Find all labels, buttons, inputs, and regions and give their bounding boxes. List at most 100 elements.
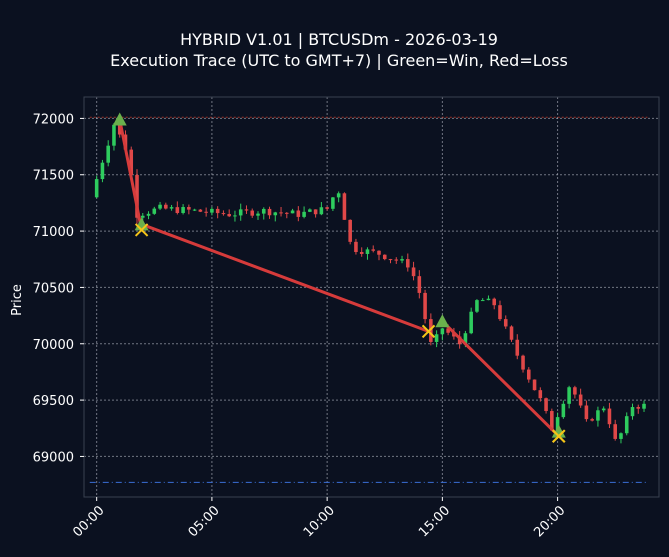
candle-body (181, 207, 185, 213)
y-tick-label: 70500 (33, 281, 74, 296)
y-tick-labels: 69000 69500 70000 70500 71000 71500 72000 (33, 112, 84, 465)
candle-body (601, 408, 606, 411)
candle-body (146, 213, 151, 216)
candle-body (371, 249, 376, 251)
candle-body (630, 407, 635, 417)
trade-entry-marker (435, 314, 450, 328)
candle-body (400, 259, 404, 261)
candle-body (359, 252, 364, 254)
candle-body (296, 210, 301, 217)
candle-body (584, 405, 589, 420)
candle-body (532, 379, 537, 391)
plot-area (84, 97, 659, 497)
trade-lines (118, 118, 561, 438)
candle-body (250, 210, 255, 216)
plot-frame (83, 96, 660, 498)
candle-body (573, 387, 577, 395)
candle-body (429, 319, 433, 342)
candle-body (377, 250, 381, 255)
candle-body (158, 204, 162, 209)
candle-body (331, 197, 335, 209)
candle-body (198, 209, 203, 212)
candle-body (112, 124, 116, 146)
reference-lines (89, 116, 648, 483)
y-axis-label: Price (10, 284, 25, 316)
candle-body (411, 267, 416, 277)
candle-body (140, 215, 145, 218)
candle-body (117, 124, 122, 135)
candle-body (434, 334, 439, 342)
trade-exit-marker (134, 223, 149, 237)
candle-body (550, 411, 554, 431)
candle-body (244, 209, 249, 211)
chart-title-line1: HYBRID V1.01 | BTCUSDm - 2026-03-19 (180, 30, 498, 49)
candle-body (302, 211, 306, 217)
candle-body (578, 394, 583, 406)
candle-body (106, 145, 110, 163)
candle-body (238, 209, 243, 216)
y-tick-label: 72000 (33, 112, 74, 127)
trade-line (140, 222, 431, 333)
trade-exit-marker (552, 429, 566, 443)
candle-body (475, 300, 479, 312)
candle-body (561, 403, 566, 418)
candle-body (152, 208, 157, 214)
candle-body (256, 213, 260, 216)
candlestick-series (94, 122, 646, 444)
candle-body (394, 259, 399, 261)
candle-body (417, 276, 422, 293)
candle-body (210, 208, 214, 213)
candle-body (187, 207, 191, 210)
trade-entry-marker (112, 112, 127, 126)
candle-body (129, 149, 134, 175)
candle-body (342, 193, 347, 220)
candle-body (267, 208, 272, 216)
candle-body (440, 328, 445, 335)
candle-body (308, 209, 312, 212)
candle-body (348, 219, 352, 242)
candle-body (555, 417, 560, 431)
candle-body (624, 416, 629, 434)
trade-line (118, 118, 144, 232)
candle-body (463, 333, 468, 345)
candle-body (492, 298, 497, 306)
y-tick-label: 71500 (33, 169, 74, 184)
candle-body (619, 433, 623, 439)
candle-body (273, 212, 278, 216)
candle-body (279, 212, 283, 214)
candle-body (215, 208, 220, 214)
candle-body (388, 259, 393, 261)
y-tick-label: 70000 (33, 338, 74, 353)
candle-body (319, 207, 324, 215)
candle-body (325, 207, 329, 209)
candle-body (423, 292, 427, 320)
candle-body (169, 207, 174, 209)
candle-body (94, 179, 99, 198)
candle-body (480, 300, 485, 302)
candle-body (192, 209, 197, 211)
candle-body (290, 210, 295, 214)
candle-body (175, 207, 180, 213)
candle-body (406, 259, 410, 268)
candle-body (100, 162, 105, 180)
candle-body (164, 204, 168, 209)
candle-body (227, 214, 231, 217)
candle-body (469, 311, 473, 334)
candle-body (544, 398, 548, 412)
candle-body (498, 305, 502, 320)
y-tick-label: 71000 (33, 225, 74, 240)
candle-body (527, 369, 531, 380)
candle-body (204, 211, 208, 213)
trade-entry-marker (551, 424, 566, 438)
candle-body (336, 193, 341, 198)
candle-body (596, 410, 600, 421)
candle-body (285, 212, 289, 214)
y-tick-label: 69000 (33, 450, 74, 465)
trade-markers (112, 112, 566, 443)
candle-body (636, 407, 641, 409)
candle-body (233, 215, 237, 217)
candle-body (261, 208, 266, 214)
candle-body (509, 326, 514, 340)
candle-body (613, 424, 617, 439)
